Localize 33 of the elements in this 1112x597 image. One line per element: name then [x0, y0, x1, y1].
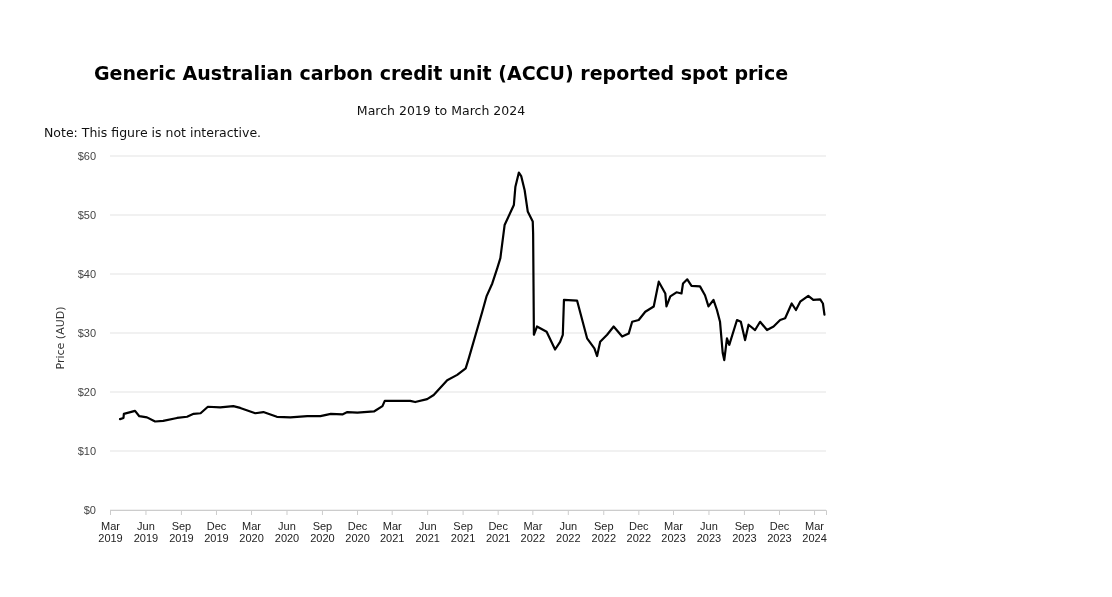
x-tick-label: Dec 2020 [345, 519, 370, 545]
x-tick-label: Dec 2023 [767, 519, 792, 545]
x-tick-label: Sep 2023 [732, 519, 757, 545]
x-tick-label: Sep 2022 [591, 519, 616, 545]
x-tick-label: Jun 2023 [696, 519, 722, 545]
y-tick-label: $60 [77, 150, 96, 163]
x-tick-label: Mar 2024 [802, 519, 827, 545]
x-tick-label: Jun 2022 [556, 519, 581, 545]
x-tick-label: Sep 2021 [450, 519, 476, 545]
x-tick-label: Jun 2020 [274, 519, 300, 545]
x-tick-label: Sep 2020 [310, 519, 335, 545]
text: Note: This figure is not interactive. [44, 125, 262, 140]
x-tick-label: Dec 2019 [204, 519, 229, 545]
y-tick-label: $20 [77, 386, 96, 399]
x-tick-label: Mar 2020 [239, 519, 264, 545]
x-tick-label: Mar 2023 [661, 519, 686, 545]
x-tick-label: Mar 2022 [520, 519, 546, 545]
y-tick-label: $30 [77, 327, 96, 340]
x-tick-label: Jun 2019 [133, 519, 159, 545]
y-axis-title: Price (AUD) [54, 306, 67, 370]
x-tick-label: Sep 2019 [169, 519, 194, 545]
chart-subtitle: March 2019 to March 2024 [356, 103, 526, 118]
y-tick-label: $40 [77, 268, 96, 281]
line-series [118, 171, 826, 423]
y-tick-label: $0 [83, 504, 96, 517]
x-tick-label: Mar 2019 [98, 519, 123, 545]
y-tick-label: $10 [77, 445, 96, 458]
y-tick-label: $50 [77, 209, 96, 222]
x-tick-label: Dec 2022 [626, 519, 652, 545]
x-tick-label: Mar 2021 [379, 519, 405, 545]
x-tick-label: Jun 2021 [415, 519, 440, 545]
x-tick-label: Dec 2021 [485, 519, 511, 545]
chart-title: Generic Australian carbon credit unit (ACCU) reported spot price [93, 62, 789, 84]
